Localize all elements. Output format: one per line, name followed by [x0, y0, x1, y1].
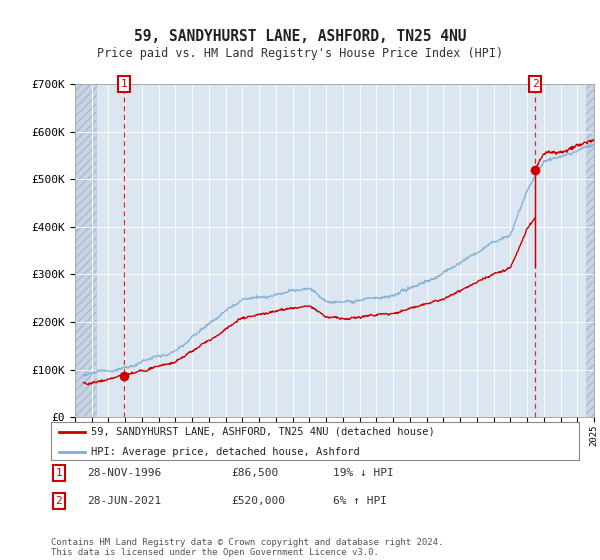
Text: 28-NOV-1996: 28-NOV-1996 — [87, 468, 161, 478]
Text: 6% ↑ HPI: 6% ↑ HPI — [333, 496, 387, 506]
Text: 1: 1 — [121, 79, 127, 89]
Text: £520,000: £520,000 — [231, 496, 285, 506]
Text: 59, SANDYHURST LANE, ASHFORD, TN25 4NU: 59, SANDYHURST LANE, ASHFORD, TN25 4NU — [134, 29, 466, 44]
Text: 19% ↓ HPI: 19% ↓ HPI — [333, 468, 394, 478]
Text: 59, SANDYHURST LANE, ASHFORD, TN25 4NU (detached house): 59, SANDYHURST LANE, ASHFORD, TN25 4NU (… — [91, 427, 434, 437]
Text: Price paid vs. HM Land Registry's House Price Index (HPI): Price paid vs. HM Land Registry's House … — [97, 46, 503, 60]
Bar — [586, 84, 594, 417]
Text: 2: 2 — [55, 496, 62, 506]
Bar — [75, 84, 97, 417]
Text: Contains HM Land Registry data © Crown copyright and database right 2024.
This d: Contains HM Land Registry data © Crown c… — [51, 538, 443, 557]
Text: 2: 2 — [532, 79, 539, 89]
Text: 1: 1 — [55, 468, 62, 478]
Text: HPI: Average price, detached house, Ashford: HPI: Average price, detached house, Ashf… — [91, 447, 359, 457]
Text: 28-JUN-2021: 28-JUN-2021 — [87, 496, 161, 506]
Text: £86,500: £86,500 — [231, 468, 278, 478]
